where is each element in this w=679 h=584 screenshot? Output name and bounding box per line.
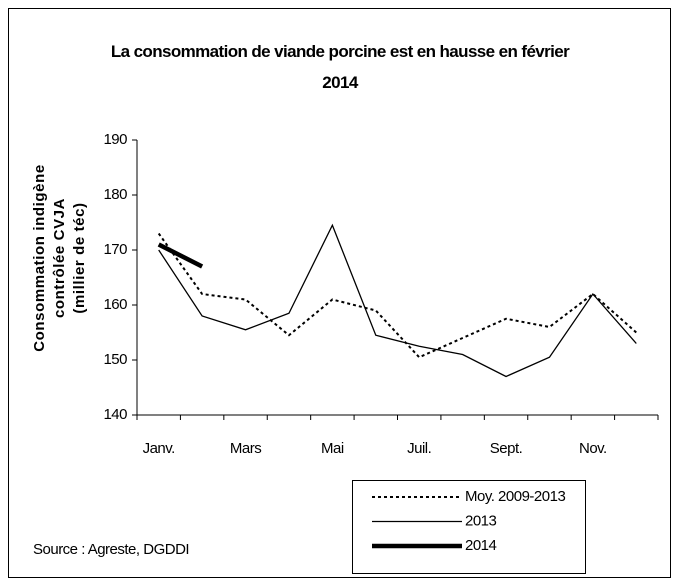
x-tick-label: Nov. <box>579 440 607 457</box>
x-tick-label: Sept. <box>490 440 523 457</box>
chart-border <box>8 8 671 578</box>
y-tick-label: 140 <box>103 406 127 423</box>
legend-label: Moy. 2009-2013 <box>465 488 565 505</box>
series-line <box>157 242 204 269</box>
y-axis-label: (millier de téc) <box>71 202 88 313</box>
x-tick-label: Mai <box>321 440 344 457</box>
x-tick-label: Juil. <box>407 440 431 457</box>
series-line <box>157 232 637 359</box>
legend-label: 2013 <box>465 512 497 529</box>
y-tick-label: 180 <box>103 186 127 203</box>
legend-label: 2014 <box>465 537 497 554</box>
series-line <box>158 223 637 378</box>
y-tick-label: 170 <box>103 241 127 258</box>
y-axis-label: Consommation indigène <box>31 164 48 352</box>
y-tick-label: 190 <box>103 131 127 148</box>
source: Source : Agreste, DGDDI <box>33 541 189 558</box>
x-tick-label: Mars <box>230 440 261 457</box>
y-axis-label: contrôlée CVJA <box>51 198 68 318</box>
chart-title: La consommation de viande porcine est en… <box>110 42 570 92</box>
y-tick-label: 160 <box>103 296 127 313</box>
y-tick-label: 150 <box>103 351 127 368</box>
x-tick-label: Janv. <box>143 440 175 457</box>
